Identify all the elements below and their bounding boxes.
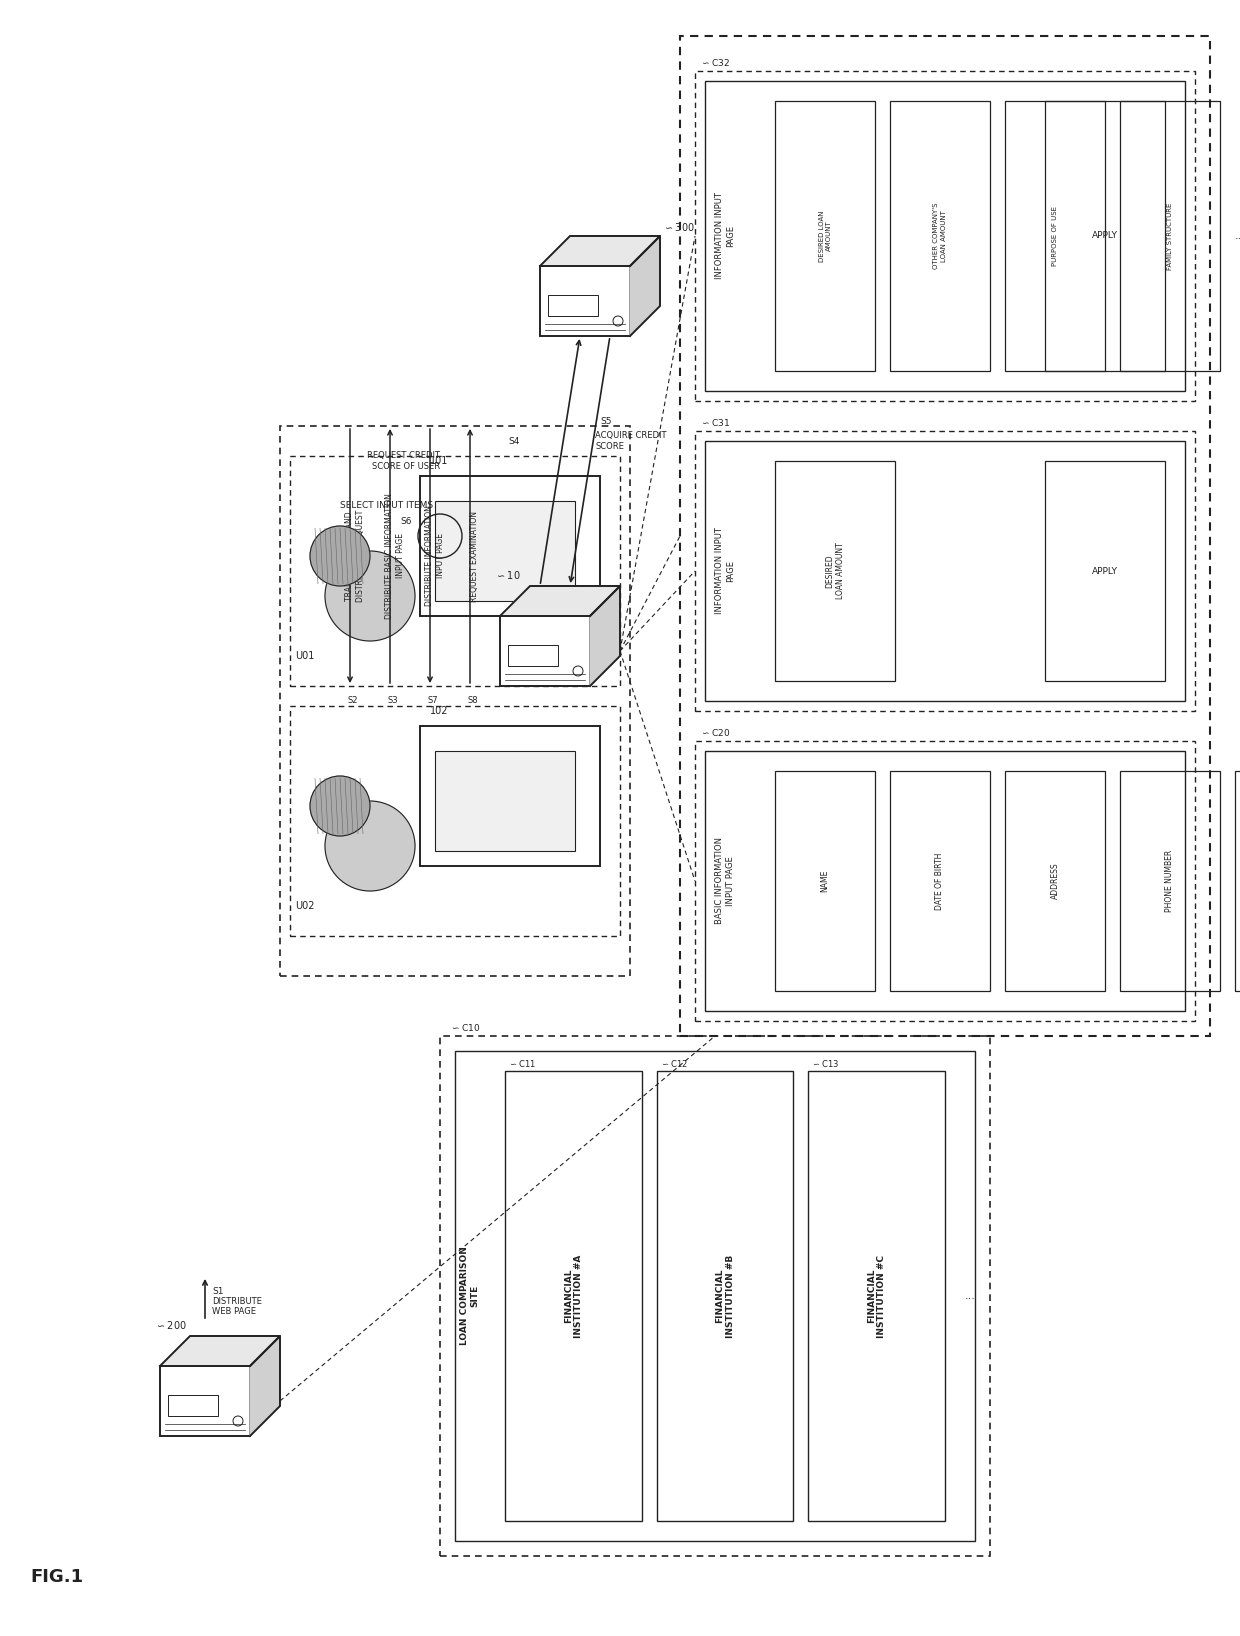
Text: S1: S1 <box>212 1286 223 1296</box>
Bar <box>694 741 1195 1021</box>
Bar <box>1120 771 1220 991</box>
Bar <box>435 751 575 851</box>
Bar <box>706 82 1185 391</box>
Bar <box>1004 771 1105 991</box>
Bar <box>548 294 598 316</box>
Text: U01: U01 <box>295 651 315 661</box>
Polygon shape <box>250 1337 280 1436</box>
Text: REQUEST EXAMINATION: REQUEST EXAMINATION <box>470 510 480 602</box>
Bar <box>500 617 590 685</box>
Text: S8: S8 <box>467 695 477 705</box>
Bar <box>455 1050 975 1541</box>
Bar <box>1120 101 1220 371</box>
Bar <box>694 430 1195 712</box>
Text: FIG.1: FIG.1 <box>30 1567 83 1585</box>
Text: $\backsim$C12: $\backsim$C12 <box>660 1058 687 1068</box>
Bar <box>420 726 600 865</box>
Circle shape <box>325 802 415 892</box>
Text: ...: ... <box>1235 231 1240 240</box>
Text: REQUEST CREDIT
SCORE OF USER: REQUEST CREDIT SCORE OF USER <box>367 452 440 471</box>
Text: WEB PAGE: WEB PAGE <box>212 1307 255 1315</box>
Polygon shape <box>539 236 660 267</box>
Text: ACQUIRE CREDIT
SCORE: ACQUIRE CREDIT SCORE <box>595 432 667 450</box>
Bar <box>160 1366 250 1436</box>
Text: FAMILY STRUCTURE: FAMILY STRUCTURE <box>1167 203 1173 270</box>
Bar <box>440 1036 990 1556</box>
Text: DISTRIBUTE BASIC INFORMATION
INPUT PAGE: DISTRIBUTE BASIC INFORMATION INPUT PAGE <box>386 492 404 618</box>
Bar <box>435 501 575 600</box>
Text: $\backsim$C11: $\backsim$C11 <box>508 1058 536 1068</box>
Text: FINANCIAL
INSTITUTION #B: FINANCIAL INSTITUTION #B <box>715 1255 734 1338</box>
Bar <box>420 476 600 617</box>
Text: INFORMATION INPUT
PAGE: INFORMATION INPUT PAGE <box>715 193 734 280</box>
Text: ADDRESS: ADDRESS <box>1050 862 1059 900</box>
Text: $\backsim$200: $\backsim$200 <box>155 1319 187 1332</box>
Text: $\backsim$C13: $\backsim$C13 <box>811 1058 839 1068</box>
Text: FINANCIAL
INSTITUTION #C: FINANCIAL INSTITUTION #C <box>867 1255 887 1338</box>
Text: $\backsim$C31: $\backsim$C31 <box>701 417 730 429</box>
Bar <box>657 1072 794 1521</box>
Text: $\backsim$C32: $\backsim$C32 <box>701 57 730 69</box>
Text: S6: S6 <box>401 517 412 525</box>
Text: BASIC INFORMATION
INPUT PAGE: BASIC INFORMATION INPUT PAGE <box>715 838 734 924</box>
Text: PURPOSE OF USE: PURPOSE OF USE <box>1052 206 1058 267</box>
Text: $\backsim$10: $\backsim$10 <box>495 569 521 581</box>
Polygon shape <box>500 586 620 617</box>
Text: U02: U02 <box>295 901 315 911</box>
Text: DATE OF BIRTH: DATE OF BIRTH <box>935 852 945 910</box>
Text: DESIRED
LOAN AMOUNT: DESIRED LOAN AMOUNT <box>826 543 844 599</box>
Bar <box>706 751 1185 1011</box>
Text: $\backsim$300: $\backsim$300 <box>663 221 694 232</box>
Text: S4: S4 <box>508 437 520 445</box>
Circle shape <box>310 527 370 586</box>
Text: DISTRIBUTE: DISTRIBUTE <box>212 1296 262 1306</box>
Text: 101: 101 <box>430 456 449 466</box>
Bar <box>539 267 630 335</box>
Text: INFORMATION INPUT
PAGE: INFORMATION INPUT PAGE <box>715 527 734 615</box>
Text: $\backsim$C10: $\backsim$C10 <box>450 1022 480 1032</box>
Bar <box>680 36 1210 1036</box>
Bar <box>775 101 875 371</box>
Text: $\backsim$C20: $\backsim$C20 <box>701 726 730 738</box>
Bar <box>290 456 620 685</box>
Circle shape <box>310 775 370 836</box>
Text: FINANCIAL
INSTITUTION #A: FINANCIAL INSTITUTION #A <box>564 1255 583 1338</box>
Text: TRANSMIT COOKIE AND
DISTRIBUTION REQUEST: TRANSMIT COOKIE AND DISTRIBUTION REQUEST <box>345 510 365 602</box>
Text: NAME: NAME <box>821 870 830 892</box>
Bar <box>808 1072 945 1521</box>
Bar <box>505 1072 641 1521</box>
Bar <box>706 442 1185 700</box>
Text: APPLY: APPLY <box>1092 232 1118 240</box>
Bar <box>775 771 875 991</box>
Bar <box>775 461 895 681</box>
Text: APPLY: APPLY <box>1092 566 1118 576</box>
Text: DESIRED LOAN
AMOUNT: DESIRED LOAN AMOUNT <box>818 211 832 262</box>
Bar <box>694 70 1195 401</box>
Text: ...: ... <box>965 1291 976 1301</box>
Text: S7: S7 <box>427 695 438 705</box>
Bar <box>1235 771 1240 991</box>
Polygon shape <box>630 236 660 335</box>
Text: LOAN COMPARISON
SITE: LOAN COMPARISON SITE <box>460 1247 480 1345</box>
Text: DISTRIBUTE INFORMATION
INPUT PAGE: DISTRIBUTE INFORMATION INPUT PAGE <box>425 506 445 607</box>
Text: PHONE NUMBER: PHONE NUMBER <box>1166 849 1174 913</box>
Text: S2: S2 <box>347 695 357 705</box>
Bar <box>280 425 630 977</box>
Bar <box>167 1396 217 1417</box>
Polygon shape <box>590 586 620 685</box>
Circle shape <box>325 551 415 641</box>
Polygon shape <box>160 1337 280 1366</box>
Text: 102: 102 <box>430 707 449 717</box>
Bar <box>1045 461 1166 681</box>
Bar <box>508 645 558 666</box>
Bar <box>890 101 990 371</box>
Text: OTHER COMPANY'S
LOAN AMOUNT: OTHER COMPANY'S LOAN AMOUNT <box>934 203 946 270</box>
Bar <box>1004 101 1105 371</box>
Bar <box>1045 101 1166 371</box>
Text: S5: S5 <box>600 417 611 425</box>
Text: SELECT INPUT ITEMS: SELECT INPUT ITEMS <box>340 502 433 510</box>
Bar <box>890 771 990 991</box>
Text: S3: S3 <box>387 695 398 705</box>
Bar <box>290 707 620 936</box>
